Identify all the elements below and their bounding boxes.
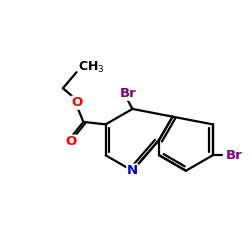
Text: N: N <box>127 164 138 177</box>
Text: CH$_3$: CH$_3$ <box>78 60 105 75</box>
Text: O: O <box>66 135 77 148</box>
Text: Br: Br <box>120 87 136 100</box>
Text: Br: Br <box>225 149 242 162</box>
Text: O: O <box>72 96 83 109</box>
